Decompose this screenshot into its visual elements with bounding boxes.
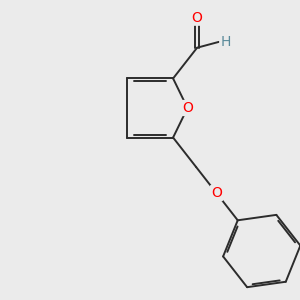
Text: O: O	[211, 186, 222, 200]
Text: O: O	[182, 101, 193, 115]
Text: H: H	[220, 35, 231, 49]
Text: O: O	[192, 11, 203, 25]
